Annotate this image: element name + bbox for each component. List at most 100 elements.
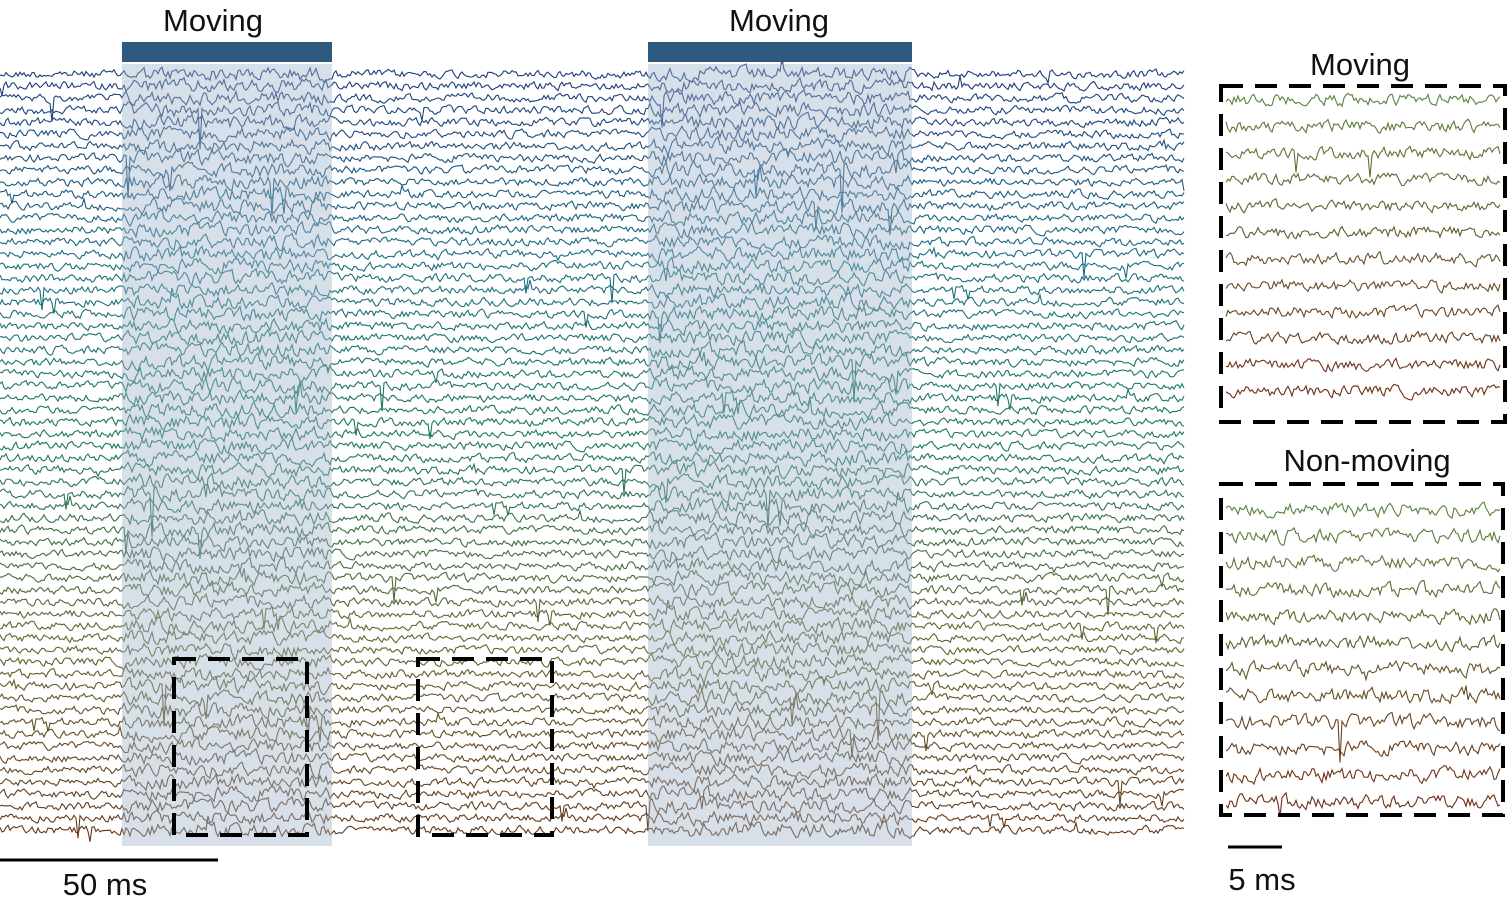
- trace: [0, 425, 1185, 444]
- trace: [1225, 791, 1501, 817]
- trace: [1225, 92, 1501, 108]
- moving-shade: [122, 64, 332, 846]
- trace: [0, 412, 1185, 440]
- trace: [0, 256, 1185, 282]
- trace: [0, 520, 1185, 559]
- inset-title: Non-moving: [1283, 443, 1450, 478]
- trace: [0, 317, 1185, 337]
- trace: [0, 448, 1185, 468]
- trace: [0, 568, 1185, 602]
- trace: [0, 629, 1185, 647]
- period-label: Moving: [729, 3, 829, 38]
- trace: [0, 397, 1185, 420]
- scale-label: 50 ms: [63, 867, 147, 902]
- trace: [0, 472, 1185, 504]
- trace: [0, 196, 1185, 235]
- trace: [0, 125, 1185, 143]
- trace: [0, 279, 1185, 311]
- scale-label: 5 ms: [1228, 862, 1295, 897]
- trace: [0, 159, 1185, 213]
- trace: [0, 815, 1185, 842]
- trace: [0, 88, 1185, 128]
- trace: [0, 491, 1185, 526]
- trace: [1225, 172, 1501, 187]
- trace: [0, 508, 1185, 527]
- trace: [0, 164, 1185, 217]
- trace: [0, 591, 1185, 623]
- trace: [0, 692, 1185, 745]
- trace: [0, 795, 1185, 832]
- trace: [1225, 739, 1501, 758]
- trace: [1225, 658, 1501, 682]
- trace: [1225, 633, 1501, 653]
- trace: [0, 616, 1185, 644]
- trace: [1225, 501, 1501, 520]
- trace: [0, 100, 1185, 150]
- trace: [1225, 608, 1501, 626]
- trace: [0, 760, 1185, 780]
- trace: [0, 267, 1185, 304]
- trace: [0, 436, 1185, 455]
- inset-box: [1219, 482, 1505, 817]
- trace: [0, 675, 1185, 727]
- trace: [0, 244, 1185, 278]
- inset-box: [1219, 84, 1507, 424]
- trace: [0, 531, 1185, 553]
- moving-bar: [648, 42, 912, 62]
- trace: [1225, 765, 1501, 786]
- period-label: Moving: [163, 3, 263, 38]
- trace: [0, 653, 1185, 672]
- trace: [0, 711, 1185, 742]
- trace: [0, 483, 1185, 537]
- trace: [0, 111, 1185, 132]
- trace: [0, 364, 1185, 396]
- trace: [1225, 383, 1501, 401]
- trace: [1225, 685, 1501, 705]
- selection-box: [416, 657, 554, 837]
- trace: [1225, 554, 1501, 573]
- trace: [0, 376, 1185, 413]
- trace: [0, 784, 1185, 810]
- trace: [0, 304, 1185, 343]
- trace: [0, 736, 1185, 756]
- trace: [0, 147, 1185, 199]
- trace: [0, 219, 1185, 239]
- inset-title: Moving: [1310, 47, 1410, 82]
- trace: [1225, 225, 1501, 240]
- trace: [1225, 330, 1501, 346]
- trace: [0, 287, 1185, 314]
- trace: [0, 747, 1185, 767]
- trace: [0, 640, 1185, 660]
- trace: [1225, 357, 1501, 373]
- trace: [0, 599, 1185, 630]
- trace: [0, 579, 1185, 616]
- trace: [1225, 580, 1501, 599]
- trace: [1225, 198, 1501, 214]
- trace: [0, 232, 1185, 252]
- trace: [1225, 250, 1501, 268]
- trace: [0, 183, 1185, 214]
- trace: [0, 340, 1185, 360]
- trace: [1226, 526, 1501, 546]
- trace: [0, 135, 1185, 159]
- trace: [0, 772, 1185, 806]
- moving-bar: [122, 42, 332, 62]
- trace: [0, 351, 1185, 403]
- trace: [0, 75, 1185, 96]
- trace: [1225, 711, 1501, 763]
- trace: [0, 663, 1185, 687]
- trace: [1225, 278, 1501, 294]
- trace: [1225, 303, 1501, 320]
- trace: [1225, 145, 1501, 178]
- trace: [1225, 118, 1501, 134]
- selection-box: [172, 657, 309, 837]
- trace: [0, 328, 1185, 349]
- moving-shade: [648, 64, 912, 846]
- trace: [0, 544, 1185, 564]
- trace: [0, 58, 1185, 85]
- trace: [0, 556, 1185, 577]
- traces: [0, 58, 1501, 842]
- trace: [0, 380, 1185, 414]
- trace: [0, 807, 1185, 839]
